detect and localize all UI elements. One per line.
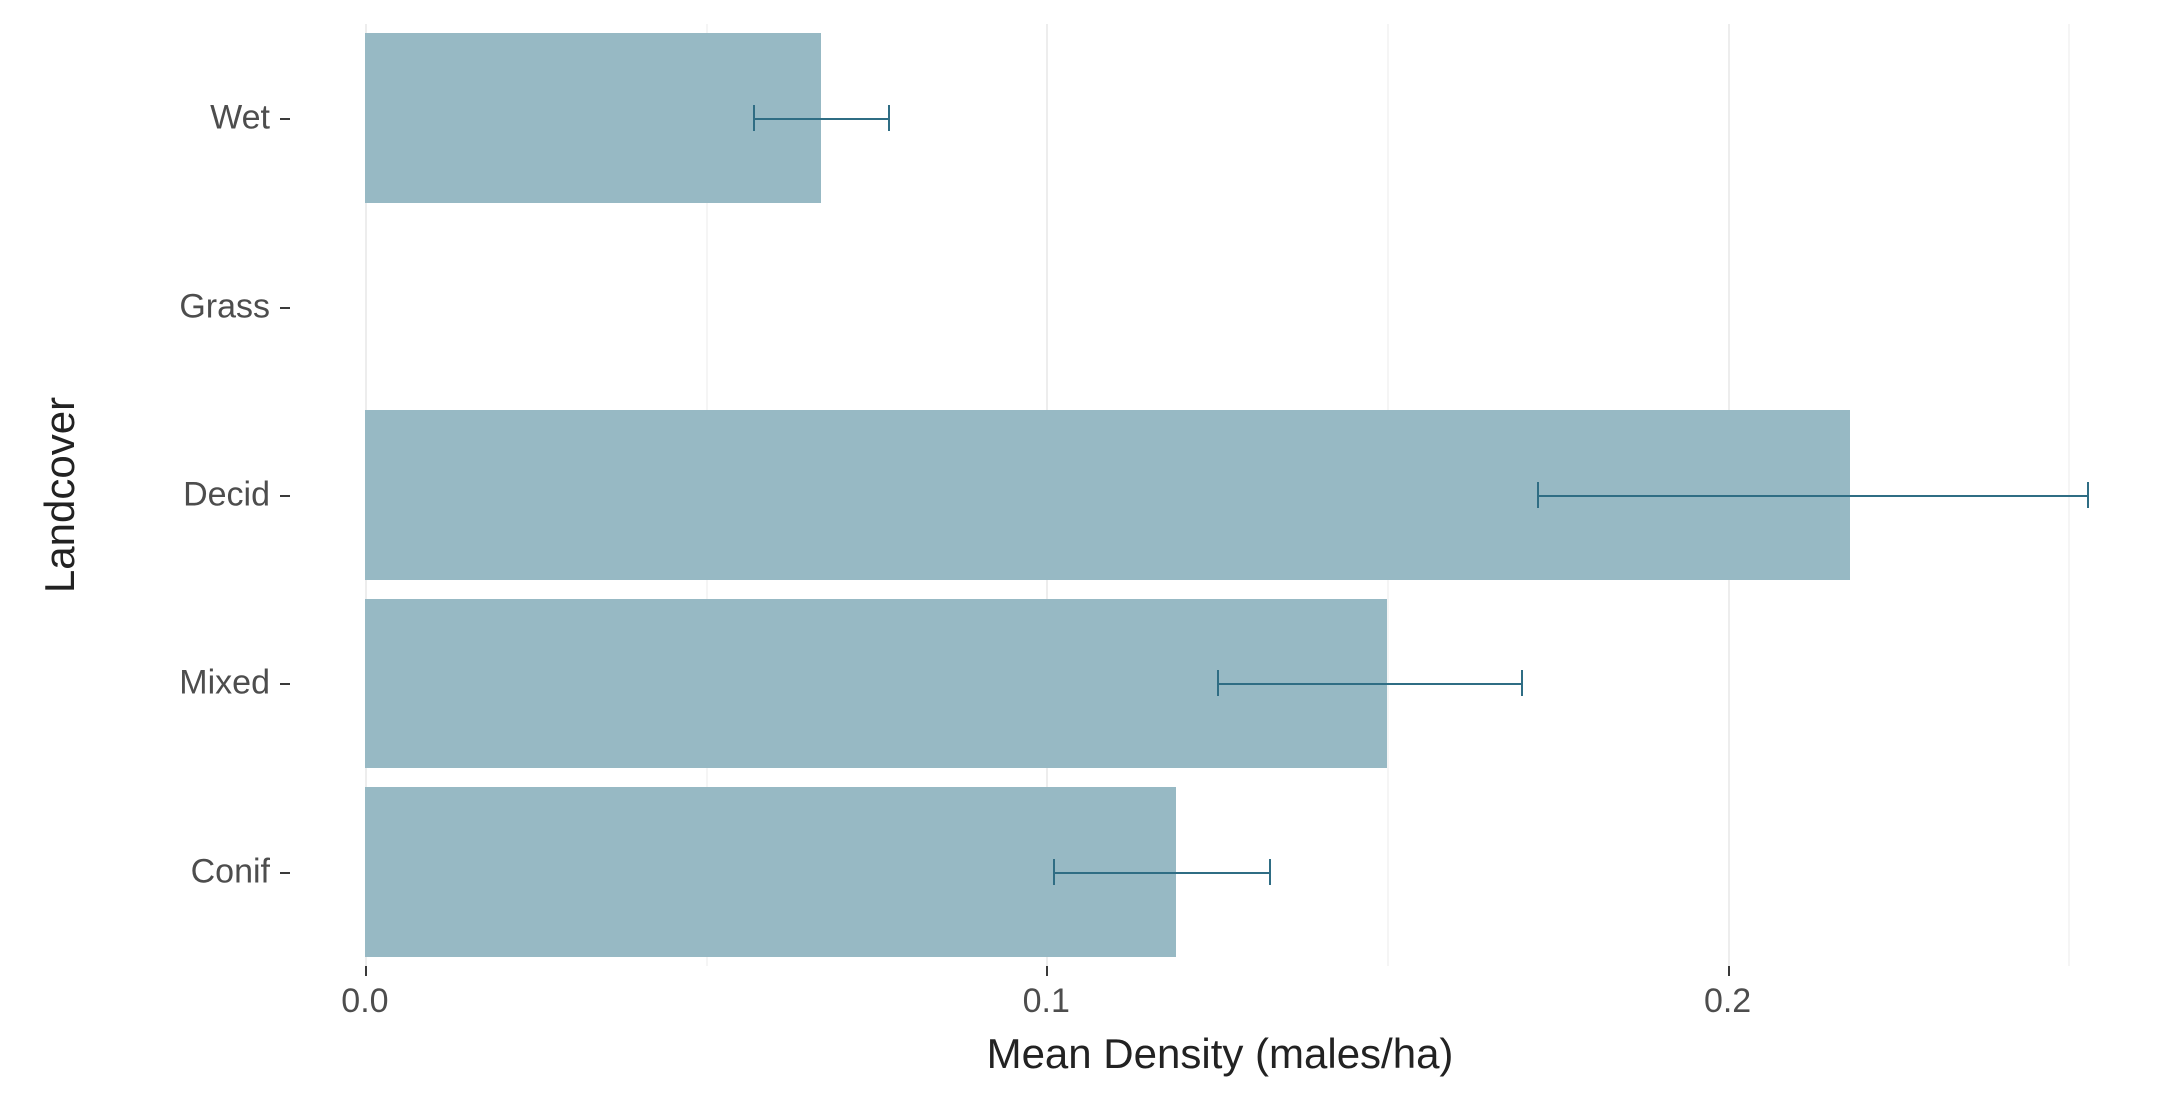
y-tick-mark <box>280 683 290 685</box>
y-tick-mark <box>280 872 290 874</box>
y-tick-mark <box>280 118 290 120</box>
x-tick-label: 0.1 <box>1023 982 1070 1021</box>
y-tick-label: Grass <box>179 287 270 326</box>
y-tick-mark <box>280 495 290 497</box>
x-axis-title: Mean Density (males/ha) <box>987 1030 1454 1078</box>
density-by-landcover-chart: 0.0 0.1 0.2 Wet Grass Decid Mixed Conif Landcove… <box>0 0 2184 1096</box>
x-tick-mark <box>365 966 367 976</box>
x-tick-mark <box>1046 966 1048 976</box>
y-tick-label: Mixed <box>179 664 270 703</box>
y-axis-title: Landcover <box>36 397 84 593</box>
plot-area <box>290 24 2150 966</box>
y-tick-label: Wet <box>210 99 270 138</box>
y-tick-mark <box>280 307 290 309</box>
x-tick-label: 0.0 <box>341 982 388 1021</box>
x-tick-mark <box>1728 966 1730 976</box>
x-tick-label: 0.2 <box>1704 982 1751 1021</box>
y-tick-label: Decid <box>183 476 270 515</box>
y-tick-label: Conif <box>191 852 270 891</box>
